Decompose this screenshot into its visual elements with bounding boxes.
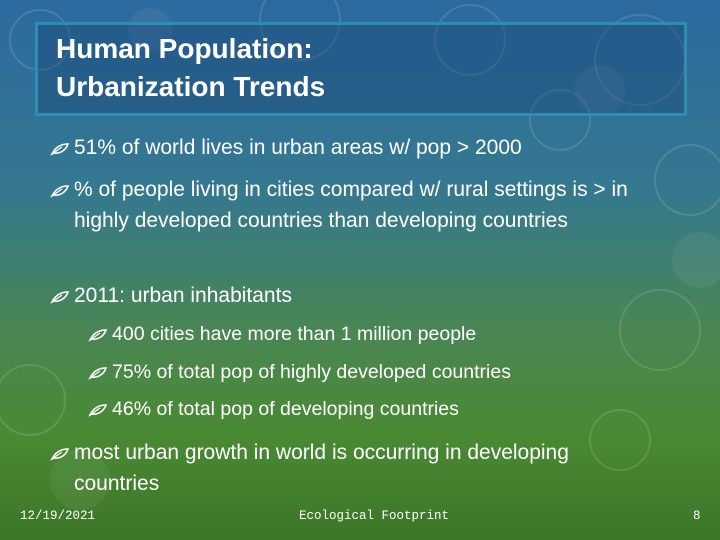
sub-bullet-text: 75% of total pop of highly developed cou… [112, 361, 511, 383]
sub-bullet-text: 46% of total pop of developing countries [112, 398, 459, 420]
footer-text: Ecological Footprint [299, 509, 450, 523]
bullet-text: most urban growth in world is occurring … [74, 441, 569, 495]
bullet-text: % of people living in cities compared w/… [74, 178, 628, 232]
sub-bullet-text: 400 cities have more than 1 million peop… [112, 323, 477, 345]
page-number: 8 [693, 509, 701, 523]
bullet-icon [50, 291, 70, 304]
bullet-icon [88, 404, 108, 417]
footer-date: 12/19/2021 [20, 509, 96, 523]
bullet-icon [50, 185, 70, 198]
title-line: Human Population: [56, 33, 313, 64]
bullet-text: 2011: urban inhabitants [74, 284, 292, 307]
bullet-icon [88, 329, 108, 342]
bullet-icon [50, 143, 70, 156]
bullet-icon [50, 448, 70, 461]
bullet-icon [88, 367, 108, 380]
bullet-text: 51% of world lives in urban areas w/ pop… [74, 136, 522, 159]
title-line: Urbanization Trends [56, 71, 326, 102]
title-box: Human Population: Urbanization Trends [35, 22, 687, 116]
